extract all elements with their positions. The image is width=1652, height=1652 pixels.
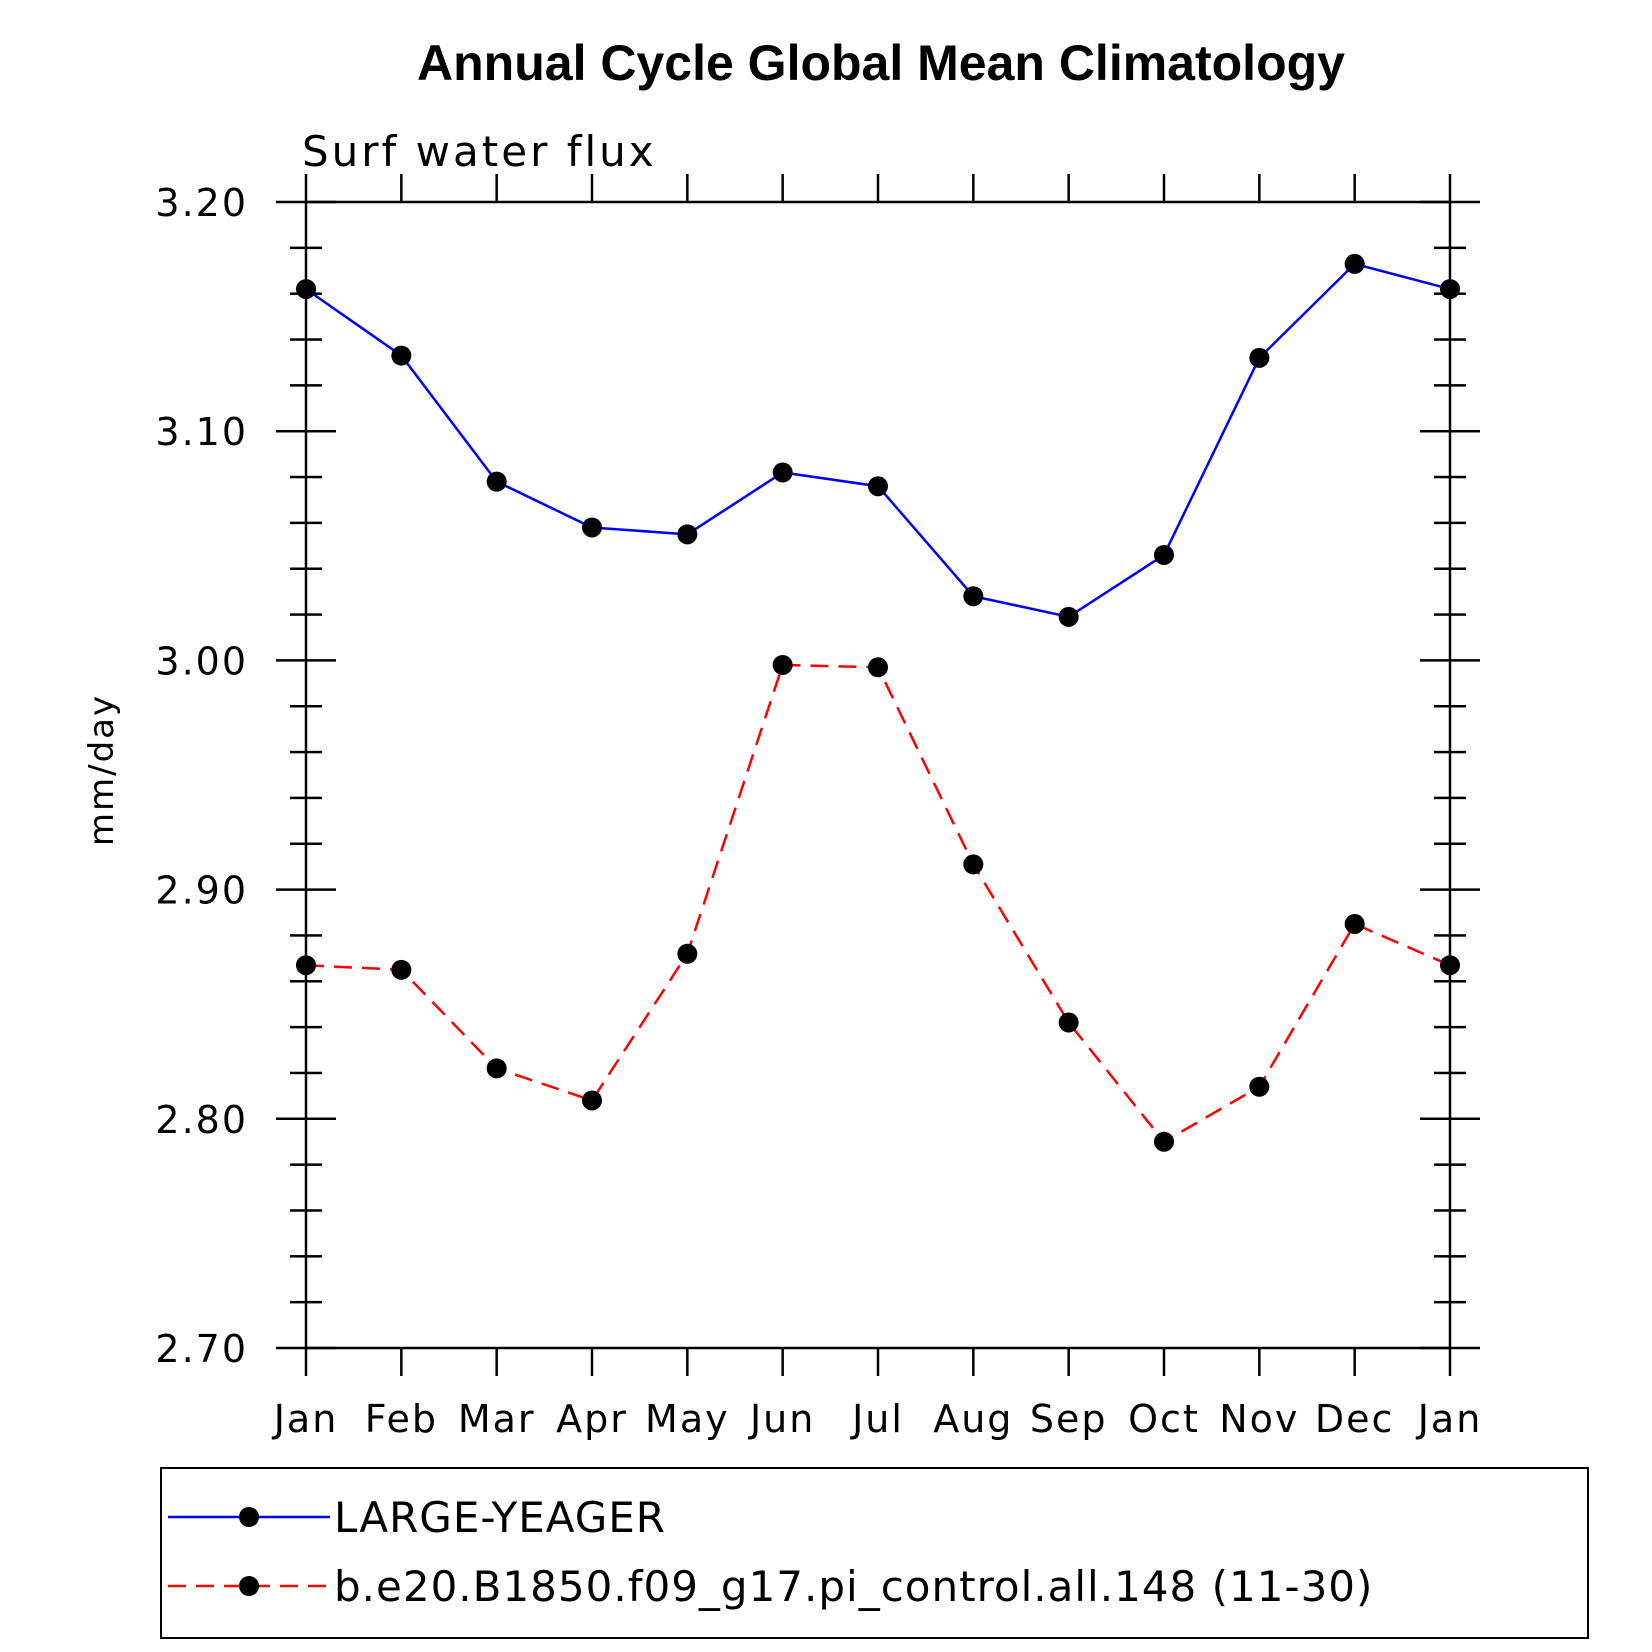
y-tick-label: 2.90 [155, 869, 248, 913]
x-tick-label: Jan [272, 1397, 339, 1441]
series-1-point [772, 654, 793, 675]
y-tick-label: 3.20 [155, 181, 248, 225]
legend-box [160, 1467, 1589, 1639]
series-1-point [963, 854, 984, 875]
series-1-point [868, 657, 888, 678]
chart-subtitle: Surf water flux [302, 127, 657, 176]
series-1-point [296, 955, 316, 976]
legend-label-large-yeager: LARGE-YEAGER [334, 1493, 666, 1542]
x-tick-label: Feb [365, 1397, 438, 1441]
series-1-point [582, 1090, 602, 1111]
x-tick-label: Dec [1315, 1397, 1395, 1441]
legend-entry-large-yeager: LARGE-YEAGER [168, 1493, 666, 1542]
legend-entry-pi-control: b.e20.B1850.f09_g17.pi_control.all.148 (… [168, 1562, 1373, 1611]
y-tick-label: 3.00 [155, 639, 248, 683]
series-1-point [391, 959, 412, 980]
y-tick-label: 2.70 [155, 1327, 248, 1371]
y-tick-label: 2.80 [155, 1098, 248, 1142]
series-0-point [1249, 347, 1270, 368]
y-tick-label: 3.10 [155, 410, 248, 454]
series-layer [296, 253, 1460, 1152]
series-line-1 [305, 663, 1451, 1144]
x-tick-label: Apr [556, 1397, 628, 1441]
series-0-point [486, 471, 507, 492]
x-tick-label: Sep [1030, 1397, 1108, 1441]
x-tick-label: Jun [748, 1397, 815, 1441]
series-0-point [963, 586, 984, 607]
series-0-point [772, 462, 793, 483]
series-1-point [677, 943, 698, 964]
plot-frame [304, 200, 1452, 1350]
series-1-point [1249, 1076, 1270, 1097]
series-1-point [1058, 1012, 1079, 1033]
x-tick-label: Mar [458, 1397, 536, 1441]
series-0-point [1154, 544, 1174, 565]
series-0-point [391, 345, 412, 366]
series-0-point [1058, 606, 1079, 627]
series-line-0 [305, 262, 1451, 619]
series-0-point [677, 524, 698, 545]
series-0-point [582, 517, 602, 538]
x-tick-label: Jul [850, 1397, 904, 1441]
legend-marker-pi-control [239, 1576, 259, 1596]
series-1-point [486, 1058, 507, 1079]
series-0-point [1440, 279, 1460, 300]
series-0-point [1344, 253, 1365, 274]
series-1-point [1440, 955, 1460, 976]
series-1-point [1154, 1131, 1174, 1152]
legend-label-pi-control: b.e20.B1850.f09_g17.pi_control.all.148 (… [334, 1562, 1373, 1611]
legend-marker-large-yeager [239, 1507, 259, 1527]
x-tick-label: Aug [933, 1397, 1013, 1441]
series-0-point [296, 279, 316, 300]
x-tick-label: May [645, 1397, 730, 1441]
x-tick-label: Nov [1219, 1397, 1299, 1441]
x-tick-label: Jan [1416, 1397, 1483, 1441]
plot-area [304, 200, 1452, 1350]
x-axis: Jan Feb Mar Apr May Jun Jul Aug Sep Oct Nov Dec Jan [272, 174, 1483, 1441]
series-0-point [868, 476, 888, 497]
chart-title: Annual Cycle Global Mean Climatology [417, 35, 1345, 91]
y-axis-label: mm/day [82, 694, 122, 846]
y-axis: 2.70 2.80 2.90 3.00 3.10 3.20 [155, 181, 1480, 1371]
series-1-point [1344, 913, 1365, 934]
legend: LARGE-YEAGER b.e20.B1850.f09_g17.pi_cont… [160, 1467, 1589, 1639]
x-tick-label: Oct [1128, 1397, 1200, 1441]
